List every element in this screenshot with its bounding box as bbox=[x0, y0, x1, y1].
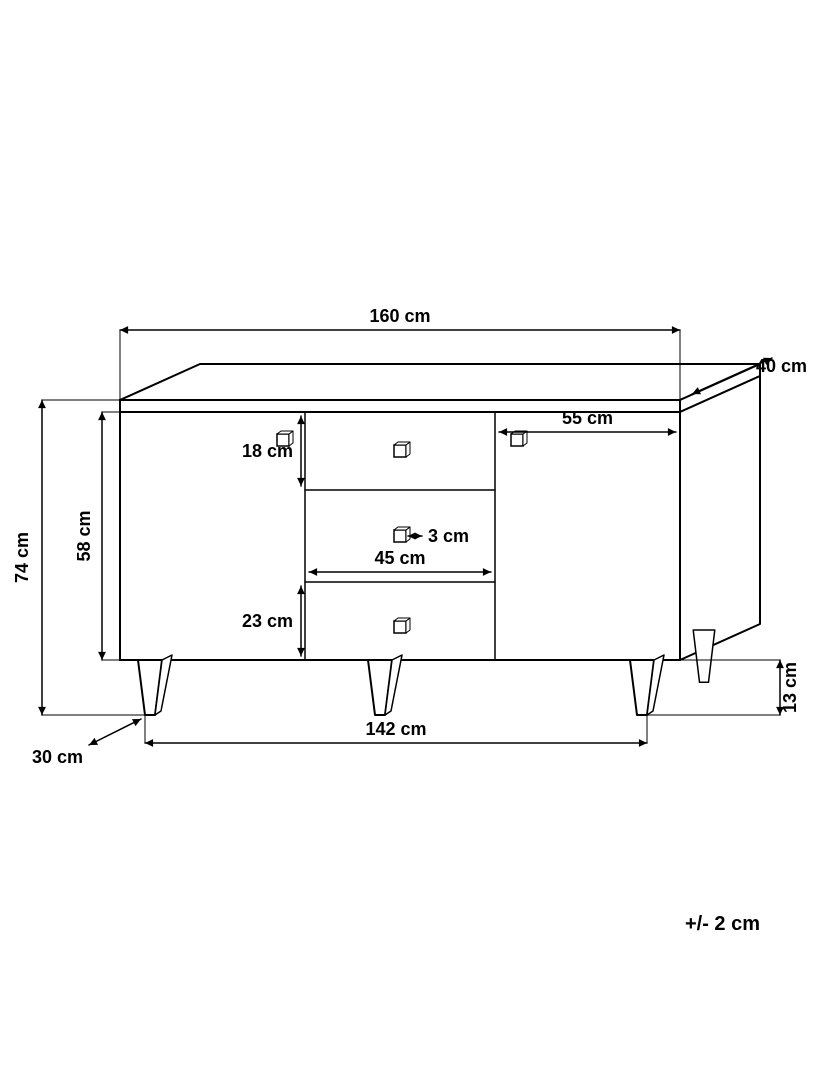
svg-text:13 cm: 13 cm bbox=[780, 662, 800, 713]
sideboard-body bbox=[120, 364, 760, 660]
svg-text:18 cm: 18 cm bbox=[242, 441, 293, 461]
svg-text:55 cm: 55 cm bbox=[562, 408, 613, 428]
svg-text:30 cm: 30 cm bbox=[32, 747, 83, 767]
svg-text:3 cm: 3 cm bbox=[428, 526, 469, 546]
svg-text:+/- 2 cm: +/- 2 cm bbox=[685, 913, 760, 935]
svg-text:45 cm: 45 cm bbox=[374, 548, 425, 568]
svg-text:142 cm: 142 cm bbox=[365, 719, 426, 739]
furniture-dimension-diagram: 160 cm 40 cm 55 cm 18 cm 3 cm45 cm 23 cm 58 cm… bbox=[0, 0, 830, 1080]
svg-text:74 cm: 74 cm bbox=[12, 532, 32, 583]
svg-text:160 cm: 160 cm bbox=[369, 306, 430, 326]
svg-text:58 cm: 58 cm bbox=[74, 510, 94, 561]
svg-text:23 cm: 23 cm bbox=[242, 611, 293, 631]
svg-text:40 cm: 40 cm bbox=[756, 356, 807, 376]
